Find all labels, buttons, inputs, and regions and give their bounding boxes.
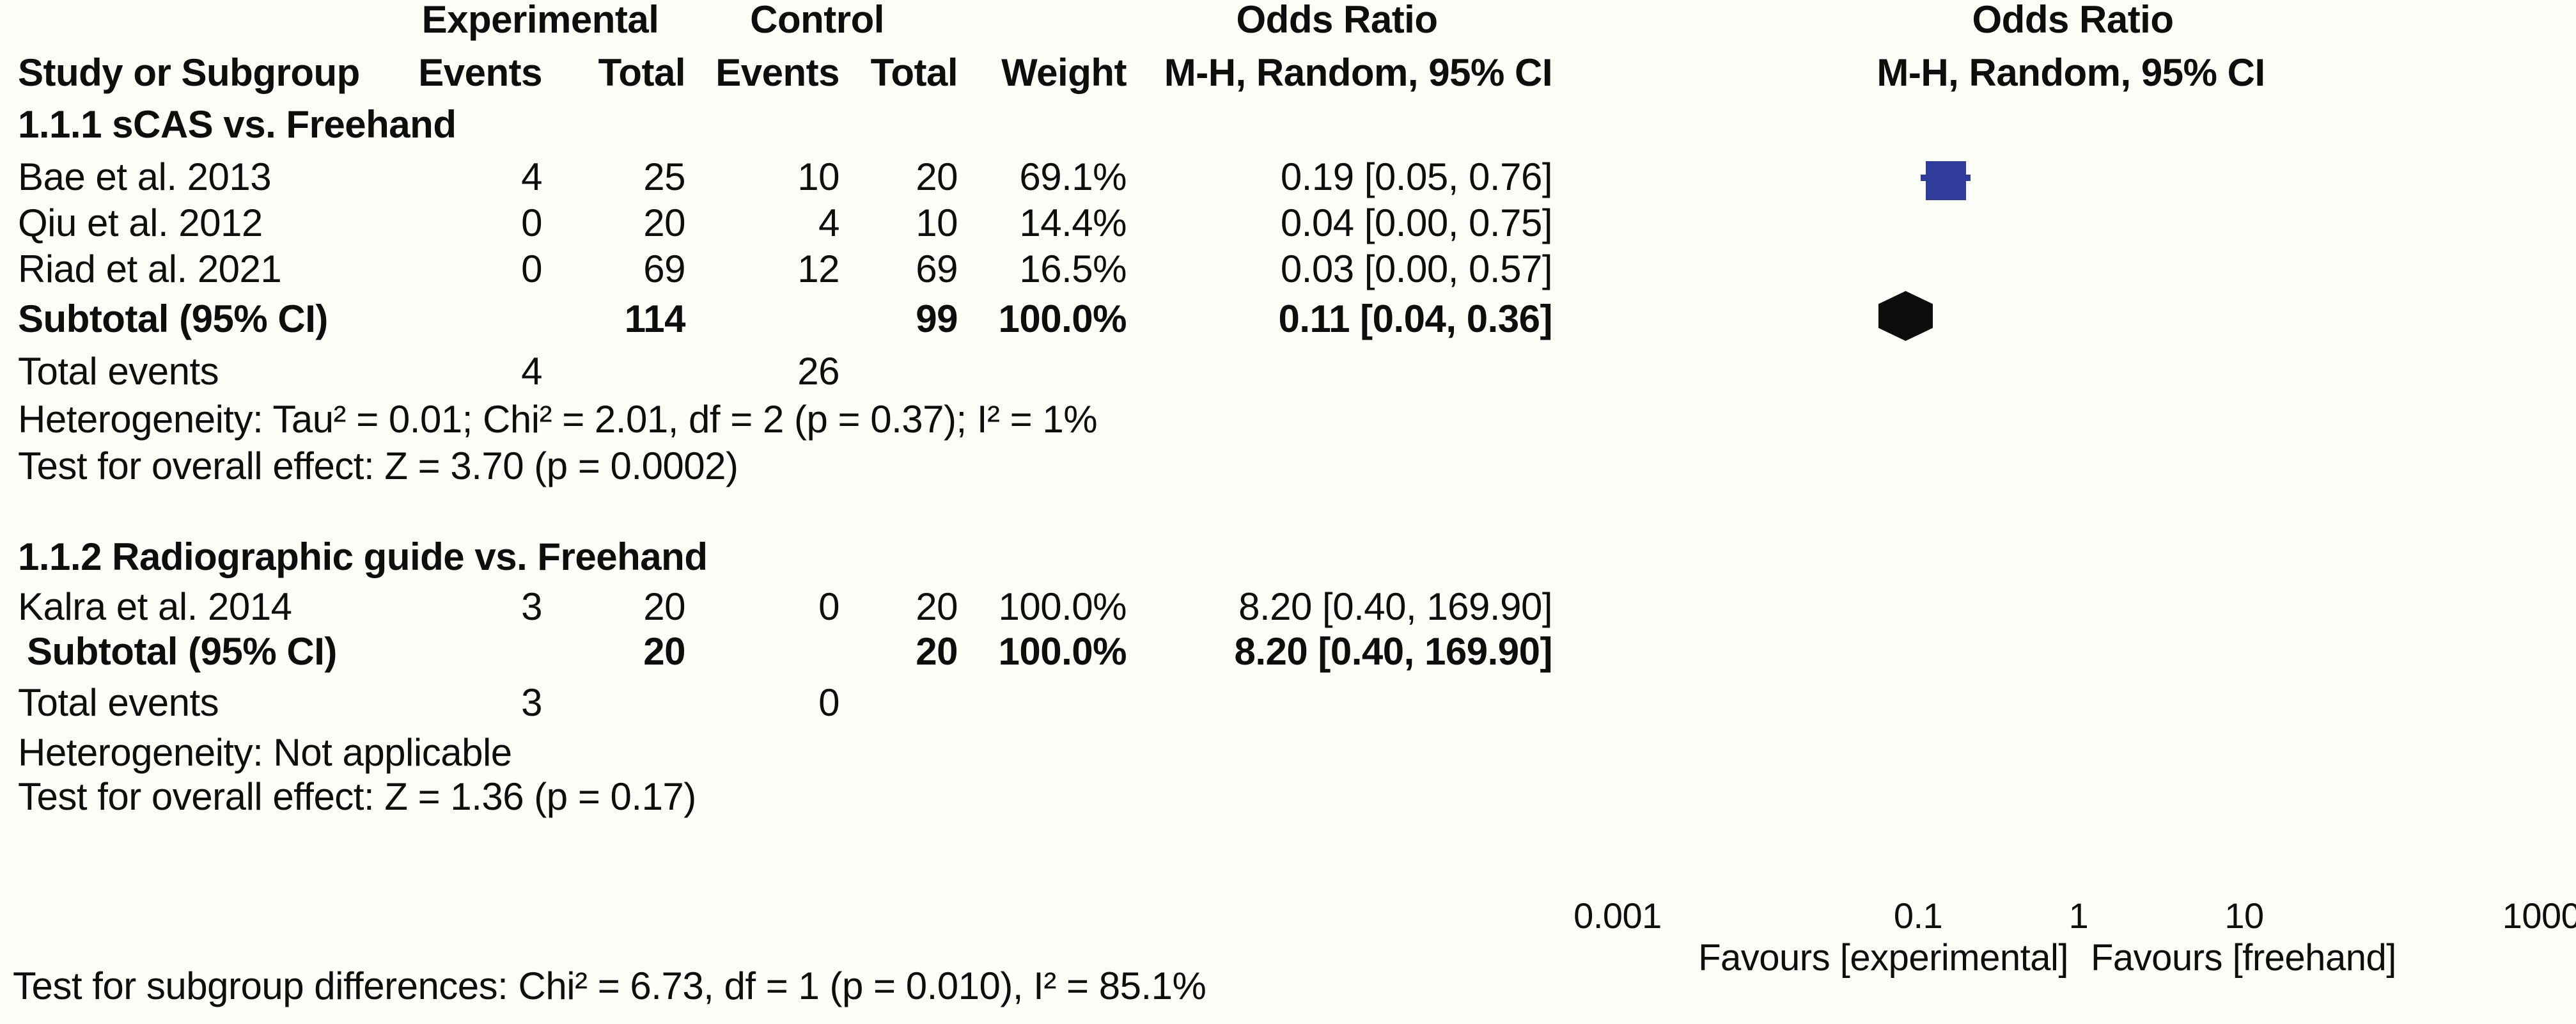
study-row-qiu: Qiu et al. 2012 0 20 4 10 14.4% 0.04 [0.…: [0, 204, 2576, 249]
heterogeneity-line-1: Heterogeneity: Tau² = 0.01; Chi² = 2.01,…: [18, 398, 1098, 441]
subtotal-label: Subtotal (95% CI): [18, 297, 328, 340]
odds-ratio-ci-value: 8.20 [0.40, 169.90]: [1238, 585, 1552, 628]
study-name: Kalra et al. 2014: [18, 585, 292, 628]
favours-freehand-label: Favours [freehand]: [2091, 937, 2396, 979]
total-events-ctrl: 26: [797, 350, 839, 393]
square-marker-bae: [1926, 161, 1966, 200]
ctrl-total: 69: [916, 248, 958, 290]
weight-value: 100.0%: [998, 630, 1127, 673]
subgroup-2-title-row: 1.1.2 Radiographic guide vs. Freehand: [0, 538, 2576, 583]
ctrl-total: 99: [916, 297, 958, 340]
exp-total: 20: [643, 630, 685, 673]
total-events-label: Total events: [18, 350, 219, 393]
ctrl-total: 20: [916, 585, 958, 628]
ctrl-events: 0: [818, 585, 839, 628]
exp-total: 114: [624, 297, 686, 340]
control-group-header: Control: [750, 0, 884, 41]
exp-events: 4: [521, 155, 542, 198]
axis-tick-1: 1: [2068, 895, 2089, 936]
heterogeneity-line-2: Heterogeneity: Not applicable: [18, 731, 512, 774]
odds-ratio-ci-value: 0.19 [0.05, 0.76]: [1280, 155, 1553, 198]
overall-effect-line-1: Test for overall effect: Z = 3.70 (p = 0…: [18, 445, 738, 487]
weight-header: Weight: [1001, 51, 1127, 94]
experimental-events-header: Events: [418, 51, 542, 94]
exp-total: 20: [643, 585, 685, 628]
weight-value: 100.0%: [998, 585, 1127, 628]
total-events-row-2: Total events 3 0: [0, 684, 2576, 729]
total-events-row-1: Total events 4 26: [0, 352, 2576, 397]
total-events-exp: 4: [521, 350, 542, 393]
ctrl-events: 4: [818, 201, 839, 244]
subgroup-differences-line: Test for subgroup differences: Chi² = 6.…: [13, 965, 1206, 1007]
total-events-label: Total events: [18, 681, 219, 724]
favours-experimental-label: Favours [experimental]: [1698, 937, 2068, 979]
mh-random-header-left: M-H, Random, 95% CI: [1164, 51, 1553, 94]
control-total-header: Total: [870, 51, 958, 94]
subtotal-row-1: Subtotal (95% CI) 114 99 100.0% 0.11 [0.…: [0, 300, 2576, 345]
weight-value: 100.0%: [998, 297, 1127, 340]
axis-tick-01: 0.1: [1893, 895, 1943, 936]
weight-value: 14.4%: [1019, 201, 1127, 244]
axis-tick-10: 10: [2224, 895, 2264, 936]
subtotal-row-2: Subtotal (95% CI) 20 20 100.0% 8.20 [0.4…: [0, 633, 2576, 677]
study-row-bae: Bae et al. 2013 4 25 10 20 69.1% 0.19 [0…: [0, 158, 2576, 203]
experimental-total-header: Total: [598, 51, 686, 94]
odds-ratio-ci-value: 8.20 [0.40, 169.90]: [1234, 630, 1552, 673]
ctrl-events: 12: [797, 248, 839, 290]
axis-tick-0001: 0.001: [1573, 895, 1662, 936]
odds-ratio-ci-value: 0.03 [0.00, 0.57]: [1280, 248, 1553, 290]
control-events-header: Events: [715, 51, 839, 94]
total-events-ctrl: 0: [818, 681, 839, 724]
study-name: Bae et al. 2013: [18, 155, 272, 198]
ctrl-total: 20: [916, 630, 958, 673]
ctrl-total: 10: [916, 201, 958, 244]
subgroup-1-title-row: 1.1.1 sCAS vs. Freehand: [0, 106, 2576, 150]
ctrl-events: 10: [797, 155, 839, 198]
exp-total: 69: [643, 248, 685, 290]
odds-ratio-ci-value: 0.04 [0.00, 0.75]: [1280, 201, 1553, 244]
exp-events: 0: [521, 201, 542, 244]
weight-value: 69.1%: [1019, 155, 1127, 198]
ctrl-total: 20: [916, 155, 958, 198]
weight-value: 16.5%: [1019, 248, 1127, 290]
exp-events: 3: [521, 585, 542, 628]
exp-events: 0: [521, 248, 542, 290]
subgroup-1-title: 1.1.1 sCAS vs. Freehand: [18, 103, 457, 146]
study-row-riad: Riad et al. 2021 0 69 12 69 16.5% 0.03 […: [0, 250, 2576, 295]
exp-total: 20: [643, 201, 685, 244]
experimental-group-header: Experimental: [421, 0, 659, 41]
subtotal-label: Subtotal (95% CI): [27, 630, 337, 673]
odds-ratio-header-right: Odds Ratio: [1972, 0, 2174, 41]
exp-total: 25: [643, 155, 685, 198]
header-row-1: Experimental Control Odds Ratio Odds Rat…: [0, 1, 2576, 45]
study-row-kalra: Kalra et al. 2014 3 20 0 20 100.0% 8.20 …: [0, 588, 2576, 633]
overall-effect-line-2: Test for overall effect: Z = 1.36 (p = 0…: [18, 775, 696, 818]
study-name: Riad et al. 2021: [18, 248, 282, 290]
odds-ratio-ci-value: 0.11 [0.04, 0.36]: [1278, 297, 1553, 340]
subgroup-2-title: 1.1.2 Radiographic guide vs. Freehand: [18, 535, 708, 578]
axis-tick-1000: 1000: [2502, 895, 2576, 936]
odds-ratio-header-left: Odds Ratio: [1236, 0, 1438, 41]
study-name: Qiu et al. 2012: [18, 201, 263, 244]
mh-random-header-right: M-H, Random, 95% CI: [1877, 51, 2265, 94]
total-events-exp: 3: [521, 681, 542, 724]
header-row-2: Study or Subgroup Events Total Events To…: [0, 54, 2576, 98]
study-or-subgroup-header: Study or Subgroup: [18, 51, 360, 94]
